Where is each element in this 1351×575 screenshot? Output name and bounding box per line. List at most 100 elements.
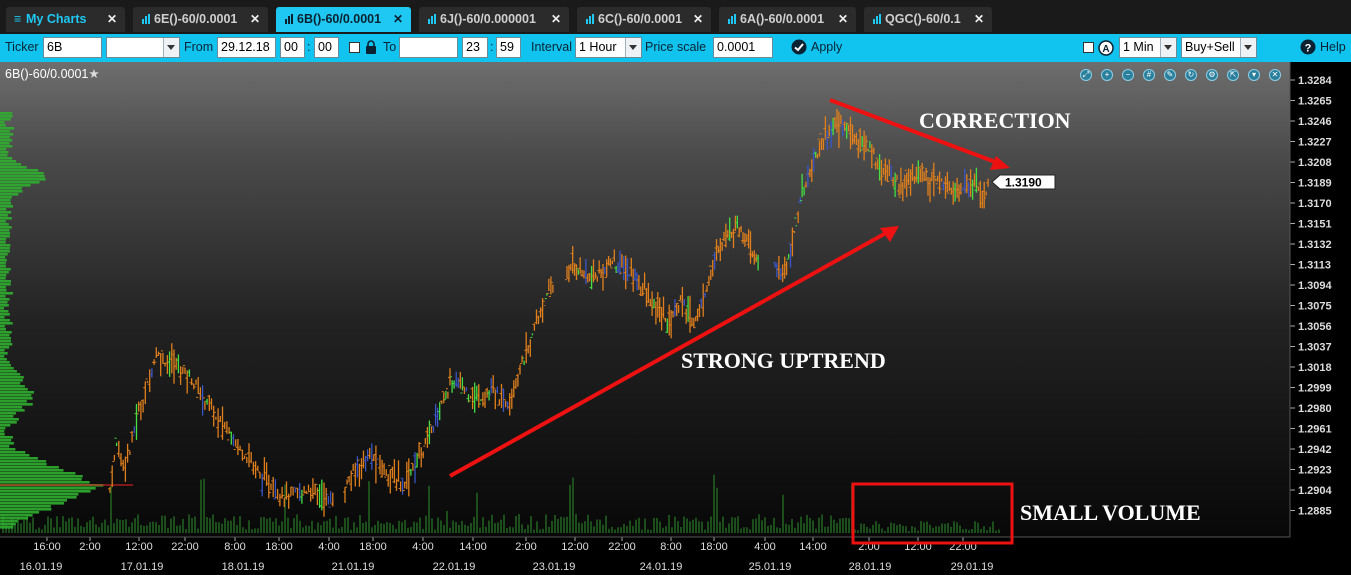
volume-bar — [161, 515, 163, 533]
volume-bar — [884, 530, 886, 533]
volume-profile-bar — [0, 424, 11, 427]
tab-qgc[interactable]: QGC()-60/0.1 ✕ — [864, 7, 992, 32]
collapse-icon[interactable]: ▾ — [1248, 69, 1260, 81]
to-minute-input[interactable]: 59 — [496, 37, 521, 58]
from-date-input[interactable]: 29.12.18 — [217, 37, 276, 58]
close-icon[interactable]: ✕ — [392, 12, 403, 26]
close-icon[interactable]: ✕ — [692, 12, 703, 26]
volume-profile-bar — [0, 127, 14, 130]
time-tick-label: 22:00 — [608, 541, 636, 553]
volume-profile-bar — [0, 436, 13, 439]
volume-bar — [170, 518, 172, 533]
option-checkbox[interactable] — [1083, 42, 1094, 53]
tab-6a[interactable]: 6A()-60/0.0001 ✕ — [719, 7, 856, 32]
help-button[interactable]: ? Help — [1300, 38, 1350, 58]
volume-bar — [365, 521, 367, 533]
draw-icon[interactable]: ✎ — [1164, 69, 1176, 81]
time-tick-label: 12:00 — [561, 541, 589, 553]
expand-icon[interactable]: ⇱ — [1227, 69, 1239, 81]
from-minute-input[interactable]: 00 — [314, 37, 339, 58]
volume-profile-bar — [0, 469, 64, 472]
tab-label: QGC()-60/0.1 — [885, 12, 961, 26]
star-icon[interactable]: ★ — [88, 67, 100, 81]
volume-bar — [569, 485, 571, 533]
grid-icon[interactable]: # — [1143, 69, 1155, 81]
volume-bar — [515, 515, 517, 533]
volume-profile-bar — [0, 361, 10, 364]
volume-profile-bar — [0, 454, 30, 457]
side-select[interactable]: Buy+Sell — [1181, 37, 1257, 58]
to-date-input[interactable] — [399, 37, 458, 58]
volume-bar — [443, 525, 445, 533]
apply-button[interactable]: Apply — [790, 38, 850, 58]
volume-bar — [887, 527, 889, 533]
volume-bar — [896, 525, 898, 533]
volume-profile-bar — [0, 277, 6, 280]
volume-profile-bar — [0, 511, 40, 514]
volume-bar — [362, 523, 364, 533]
refresh-icon[interactable]: ↻ — [1185, 69, 1197, 81]
ticker-select[interactable] — [106, 37, 180, 58]
settings-icon[interactable]: ⚙ — [1206, 69, 1218, 81]
volume-profile-bar — [0, 268, 11, 271]
from-hour-input[interactable]: 00 — [280, 37, 305, 58]
tab-6e[interactable]: 6E()-60/0.0001 ✕ — [133, 7, 268, 32]
time-axis[interactable] — [0, 537, 1351, 575]
volume-profile-bar — [0, 238, 7, 241]
chevron-down-icon — [1240, 38, 1256, 57]
close-icon[interactable]: ✕ — [837, 12, 848, 26]
price-axis[interactable] — [1290, 62, 1351, 537]
volume-profile-bar — [0, 205, 13, 208]
volume-profile-bar — [0, 307, 5, 310]
volume-profile-bar — [0, 265, 6, 268]
volume-bar — [134, 518, 136, 533]
volume-bar — [968, 530, 970, 533]
close-icon[interactable]: ✕ — [973, 12, 984, 26]
ticker-input[interactable]: 6B — [43, 37, 102, 58]
chart-area[interactable] — [0, 62, 1290, 537]
volume-bar — [647, 529, 649, 533]
tab-6c[interactable]: 6C()-60/0.0001 ✕ — [577, 7, 711, 32]
to-hour-input[interactable]: 23 — [462, 37, 488, 58]
interval-select[interactable]: 1 Hour — [575, 37, 642, 58]
volume-bar — [941, 523, 943, 533]
to-enable-checkbox[interactable] — [349, 42, 360, 53]
auto-mode-icon[interactable]: A — [1098, 40, 1114, 56]
tab-label: My Charts — [26, 12, 87, 26]
volume-profile-bar — [0, 193, 19, 196]
volume-bar — [557, 519, 559, 533]
check-circle-icon — [791, 39, 807, 55]
volume-bar — [413, 521, 415, 533]
tab-6b[interactable]: 6B()-60/0.0001 ✕ — [276, 7, 411, 32]
volume-bar — [434, 529, 436, 533]
price-scale-input[interactable]: 0.0001 — [713, 37, 773, 58]
volume-bar — [395, 528, 397, 533]
volume-profile-bar — [0, 295, 6, 298]
volume-bar — [827, 526, 829, 533]
close-icon[interactable]: ✕ — [550, 12, 561, 26]
volume-bar — [653, 517, 655, 533]
volume-bar — [617, 527, 619, 533]
tab-my-charts[interactable]: ≡ My Charts ✕ — [6, 7, 125, 32]
close-icon[interactable]: ✕ — [106, 12, 117, 26]
close-icon[interactable]: ✕ — [1269, 69, 1281, 81]
zoom-in-icon[interactable]: + — [1101, 69, 1113, 81]
volume-profile-bar — [0, 253, 8, 256]
zoom-out-icon[interactable]: − — [1122, 69, 1134, 81]
zoom-fit-icon[interactable]: ⤢ — [1080, 69, 1092, 81]
lock-icon[interactable] — [365, 40, 377, 54]
volume-bar — [305, 525, 307, 533]
volume-bar — [56, 516, 58, 533]
volume-bar — [974, 521, 976, 533]
timeframe-select[interactable]: 1 Min — [1119, 37, 1177, 58]
volume-profile-bar — [0, 517, 28, 520]
volume-bar — [200, 479, 202, 533]
volume-bar — [566, 516, 568, 533]
close-icon[interactable]: ✕ — [249, 12, 260, 26]
date-label: 25.01.19 — [749, 561, 792, 573]
volume-bar — [152, 521, 154, 533]
volume-profile-bar — [0, 286, 6, 289]
volume-bar — [431, 518, 433, 533]
tab-6j[interactable]: 6J()-60/0.000001 ✕ — [419, 7, 569, 32]
